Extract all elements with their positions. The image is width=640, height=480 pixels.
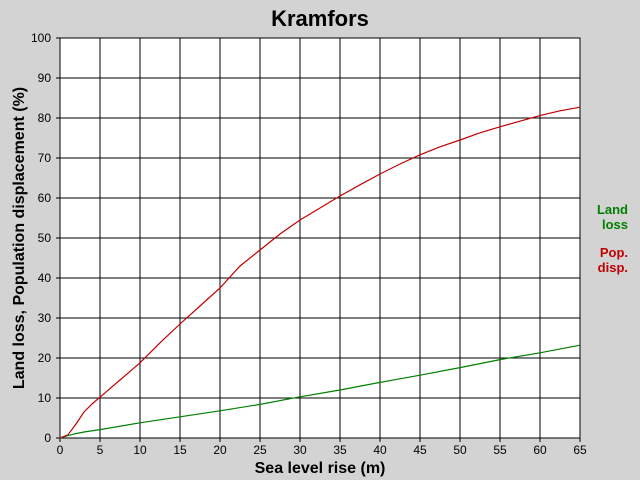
x-tick-label: 45 — [413, 443, 427, 457]
y-tick-label: 90 — [38, 71, 52, 85]
legend-entry-1: Pop. — [600, 245, 628, 260]
x-tick-label: 10 — [133, 443, 147, 457]
y-tick-label: 30 — [38, 311, 52, 325]
y-tick-label: 0 — [44, 431, 51, 445]
x-axis-label: Sea level rise (m) — [255, 460, 386, 477]
series-line-0 — [59, 344, 581, 439]
x-tick-label: 50 — [453, 443, 467, 457]
legend-entry-0: loss — [602, 217, 628, 232]
series-line-1 — [59, 106, 581, 439]
x-tick-label: 20 — [213, 443, 227, 457]
y-tick-label: 10 — [38, 391, 52, 405]
x-tick-label: 55 — [493, 443, 507, 457]
x-tick-label: 35 — [333, 443, 347, 457]
y-tick-label: 20 — [38, 351, 52, 365]
legend-entry-0: Land — [597, 202, 628, 217]
x-tick-label: 60 — [533, 443, 547, 457]
x-tick-label: 25 — [253, 443, 267, 457]
y-axis-label: Land loss, Population displacement (%) — [11, 87, 28, 389]
y-tick-label: 80 — [38, 111, 52, 125]
y-tick-label: 40 — [38, 271, 52, 285]
x-tick-labels: 0 5 10 15 20 25 30 35 40 45 50 55 60 65 — [57, 443, 587, 457]
x-tick-label: 15 — [173, 443, 187, 457]
y-tick-labels: 0 10 20 30 40 50 60 70 80 90 100 — [31, 31, 51, 445]
y-tick-label: 70 — [38, 151, 52, 165]
x-tick-label: 5 — [97, 443, 104, 457]
x-tick-label: 65 — [573, 443, 587, 457]
legend-entry-1: disp. — [598, 260, 628, 275]
x-tick-label: 40 — [373, 443, 387, 457]
gridlines — [56, 37, 581, 442]
x-tick-label: 30 — [293, 443, 307, 457]
series-lines — [59, 106, 581, 439]
x-tick-label: 0 — [57, 443, 64, 457]
y-tick-label: 60 — [38, 191, 52, 205]
y-tick-label: 50 — [38, 231, 52, 245]
y-tick-label: 100 — [31, 31, 51, 45]
chart-title: Kramfors — [271, 6, 369, 31]
